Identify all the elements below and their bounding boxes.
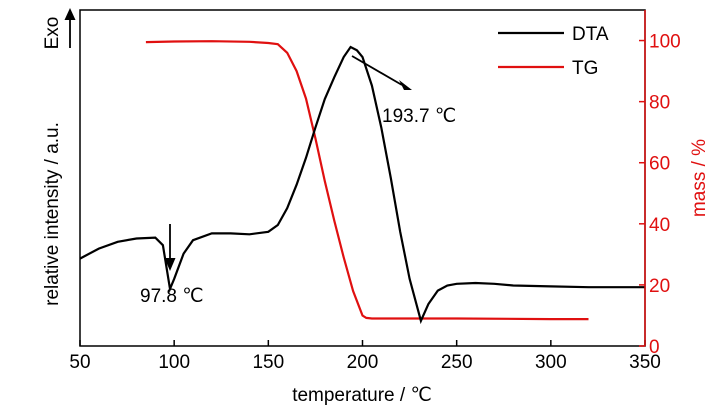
plot-area: 50 100 150 200 250 300 350 0 20 40 60 80 100 xyxy=(69,9,681,373)
annotation-label-high: 193.7 ℃ xyxy=(382,106,456,127)
annotation-peak-high: 193.7 ℃ xyxy=(351,55,456,127)
x-axis-title: temperature / ℃ xyxy=(292,385,432,406)
annotation-arrow-high xyxy=(351,55,403,86)
x-tick-label: 350 xyxy=(629,352,661,373)
x-tick-label: 100 xyxy=(158,352,190,373)
right-tick-label: 60 xyxy=(649,154,670,175)
exo-arrow-icon xyxy=(64,8,76,48)
right-tick-label: 80 xyxy=(649,93,670,114)
right-axis-title: mass / % xyxy=(689,139,710,217)
exo-label: Exo xyxy=(42,17,63,50)
x-axis-ticks: 50 100 150 200 250 300 350 xyxy=(69,340,661,373)
right-tick-label: 20 xyxy=(649,276,670,297)
left-axis-title: relative intensity / a.u. xyxy=(42,122,63,306)
tg-series-line xyxy=(145,40,589,321)
x-tick-label: 150 xyxy=(252,352,284,373)
x-tick-label: 250 xyxy=(441,352,473,373)
x-tick-label: 50 xyxy=(69,352,90,373)
legend-label-tg: TG xyxy=(572,58,598,79)
arrow-down-icon xyxy=(164,258,176,271)
right-axis-ticks: 0 20 40 60 80 100 xyxy=(639,32,681,358)
annotation-peak-low: 97.8 ℃ xyxy=(140,224,204,307)
legend-label-dta: DTA xyxy=(572,24,609,45)
right-tick-label: 100 xyxy=(649,32,681,53)
x-tick-label: 200 xyxy=(347,352,379,373)
x-tick-label: 300 xyxy=(535,352,567,373)
right-tick-label: 0 xyxy=(649,337,660,358)
annotation-label-low: 97.8 ℃ xyxy=(140,286,204,307)
legend: DTA TG xyxy=(498,24,609,79)
right-tick-label: 40 xyxy=(649,215,670,236)
dta-series-line xyxy=(79,45,645,325)
arrow-right-down-icon xyxy=(399,80,412,90)
